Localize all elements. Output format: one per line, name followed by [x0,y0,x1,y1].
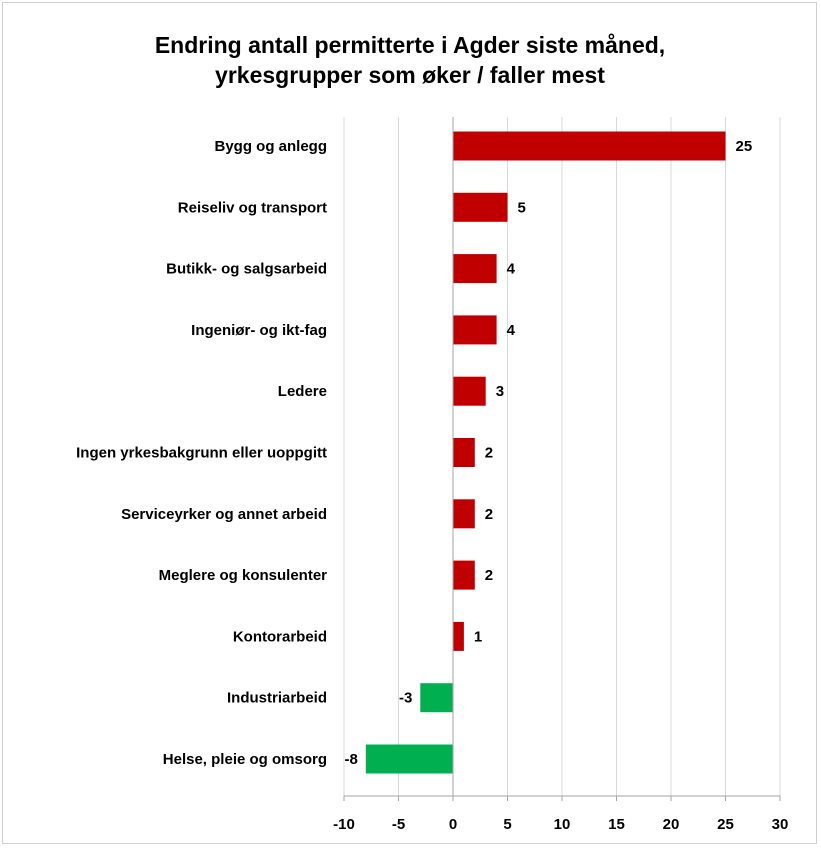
category-label: Ingen yrkesbakgrunn eller uoppgitt [76,445,327,462]
data-label: 25 [736,138,753,155]
x-tick-label: 25 [717,816,734,833]
data-label: 1 [474,628,482,645]
category-label: Ledere [278,383,327,400]
x-tick-label: 20 [663,816,680,833]
bar [453,560,475,590]
value-labels: 25 5 4 4 3 2 2 2 1 -3 -8 [344,138,752,768]
category-labels: Bygg og anlegg Reiseliv og transport Butik… [76,138,327,768]
x-tick-label: 0 [449,816,457,833]
bar-chart: Endring antall permitterte i Agder siste… [76,32,788,833]
category-label: Bygg og anlegg [215,138,328,155]
x-tick-label: -10 [333,816,355,833]
category-label: Kontorarbeid [233,628,327,645]
bar [453,499,475,529]
category-label: Ingeniør- og ikt-fag [191,322,327,339]
chart-title-line-2: yrkesgrupper som øker / faller mest [215,62,605,88]
data-label: 3 [496,383,504,400]
data-label: 4 [507,322,516,339]
gridlines [343,117,781,796]
category-label: Meglere og konsulenter [159,567,328,584]
data-label: 2 [485,567,493,584]
data-label: 2 [485,445,493,462]
x-tick-label: 10 [554,816,571,833]
x-tick-label: 15 [608,816,625,833]
chart-title-line-1: Endring antall permitterte i Agder siste… [155,32,665,58]
bar [453,438,475,467]
bar [453,621,464,651]
category-label: Serviceyrker og annet arbeid [121,506,327,523]
x-tick-label: -5 [392,816,405,833]
data-label: -3 [399,690,412,707]
category-label: Helse, pleie og omsorg [163,751,327,768]
category-label: Butikk- og salgsarbeid [166,261,327,278]
bar [453,376,486,406]
bars [365,131,726,774]
data-label: 2 [485,506,493,523]
bar [365,744,453,774]
chart-title: Endring antall permitterte i Agder siste… [155,32,665,88]
bar [453,315,497,345]
data-label: -8 [344,751,357,768]
data-label: 4 [507,261,516,278]
bar [453,192,508,222]
bar [420,683,453,713]
bar [453,131,726,161]
category-label: Reiseliv og transport [178,199,327,216]
x-tick-label: 5 [503,816,511,833]
x-axis: -10 -5 0 5 10 15 20 25 30 [333,117,788,833]
x-tick-label: 30 [772,816,789,833]
data-label: 5 [518,199,526,216]
category-label: Industriarbeid [227,690,327,707]
bar [453,254,497,284]
